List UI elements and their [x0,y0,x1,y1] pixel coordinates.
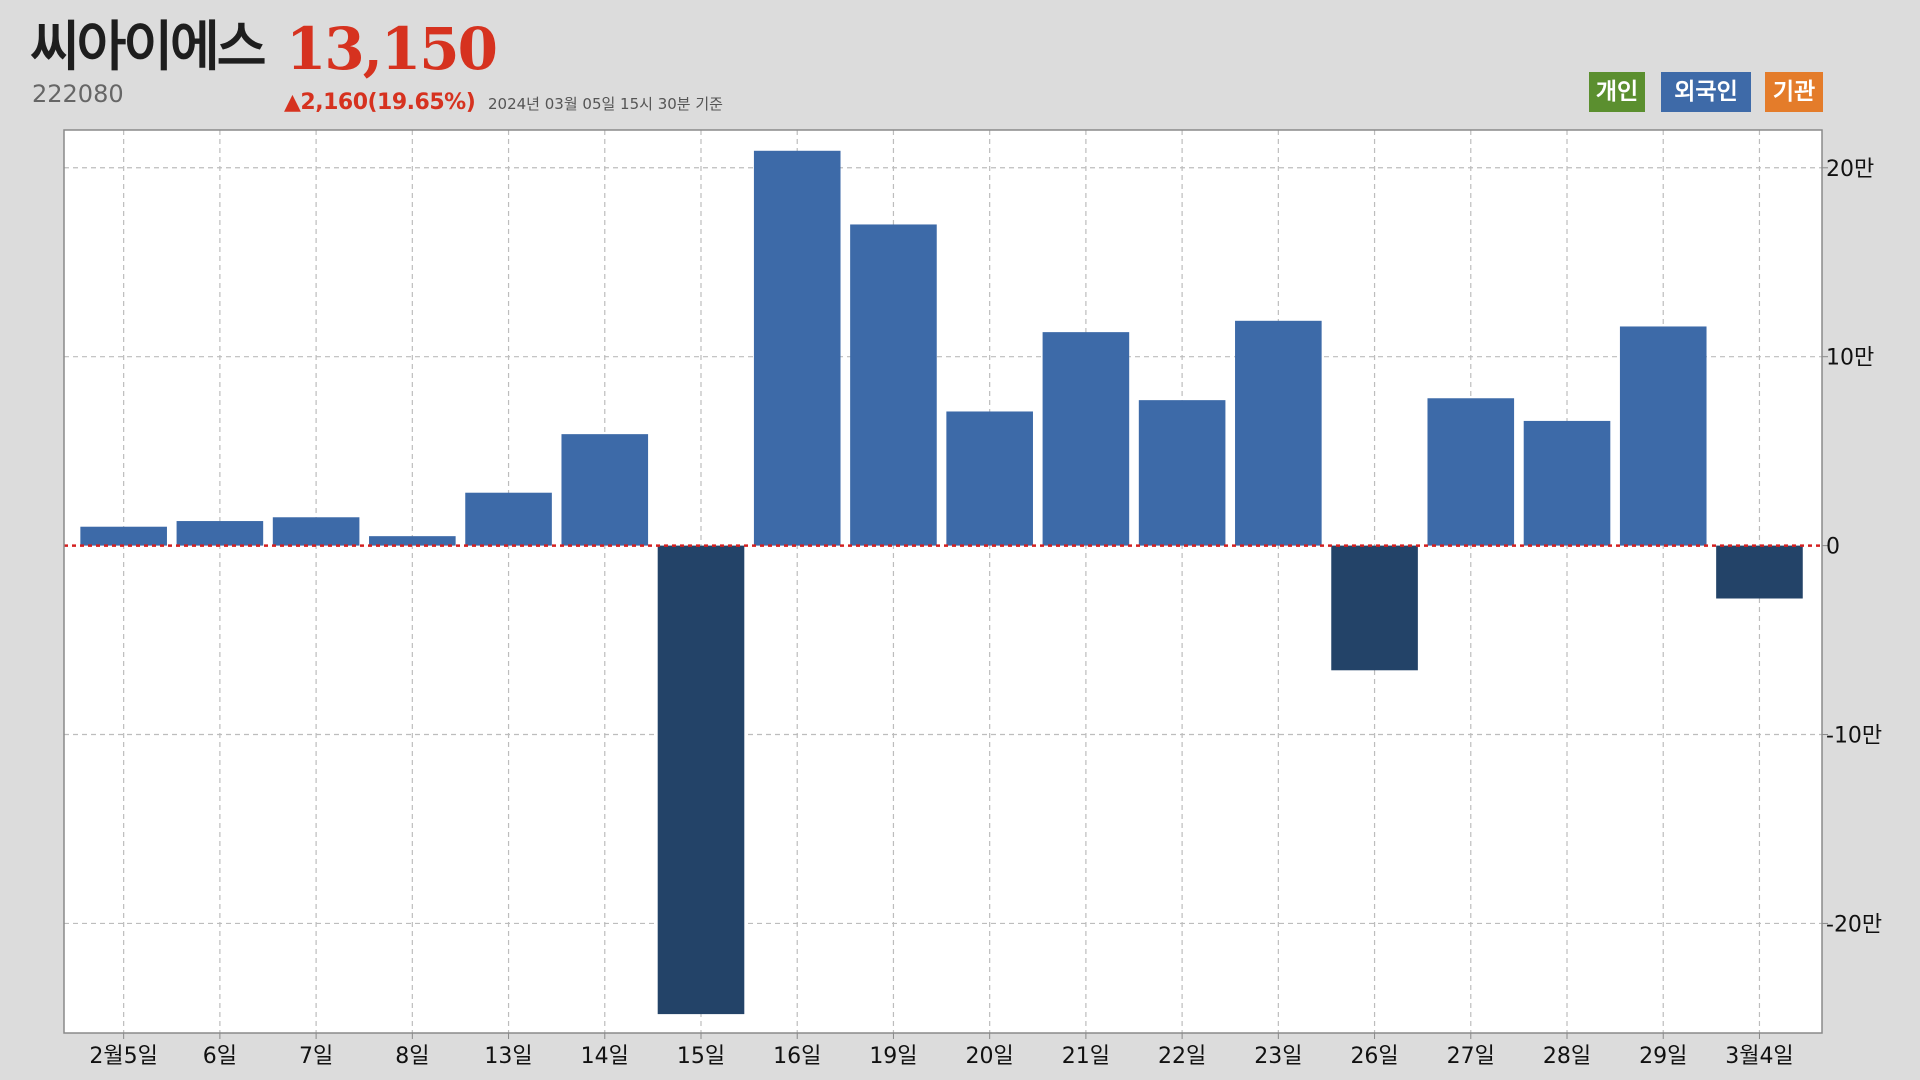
x-tick-label: 23일 [1254,1044,1302,1069]
x-tick-label: 22일 [1158,1044,1206,1069]
x-tick-label: 28일 [1543,1044,1591,1069]
stock-price: 13,150 [286,15,498,83]
plot-border [63,129,1823,1034]
y-tick-label: 0 [1826,535,1840,560]
x-tick-label: 7일 [299,1044,333,1069]
header: 씨아이에스 13,150 222080 ▲2,160(19.65%) 2024년… [0,0,1920,128]
bar [657,545,745,1015]
legend-item-individual[interactable]: 개인 [1589,72,1645,112]
bar [80,526,167,546]
y-tick-label: -20만 [1826,912,1882,937]
legend-item-institution[interactable]: 기관 [1765,72,1823,112]
x-tick-label: 14일 [581,1044,629,1069]
y-tick-label: 10만 [1826,346,1874,371]
bar [1427,398,1515,546]
bar [850,224,937,546]
bar [465,492,552,546]
x-tick-label: 6일 [203,1044,237,1069]
x-tick-label: 3월4일 [1725,1044,1793,1069]
bar [753,150,841,546]
bar [272,517,360,546]
bar [1523,420,1611,546]
y-tick-label: 20만 [1826,157,1874,182]
stock-change: ▲2,160(19.65%) [284,90,476,115]
bar [1138,400,1226,546]
x-tick-label: 29일 [1639,1044,1687,1069]
stock-code: 222080 [32,80,124,108]
x-tick-label: 20일 [966,1044,1014,1069]
x-tick-label: 26일 [1350,1044,1398,1069]
legend-item-foreign[interactable]: 외국인 [1661,72,1751,112]
x-tick-label: 21일 [1062,1044,1110,1069]
bar [561,434,649,546]
bar [946,411,1033,546]
bar [1042,332,1130,546]
stock-timestamp: 2024년 03월 05일 15시 30분 기준 [488,95,723,113]
x-tick-label: 13일 [484,1044,532,1069]
x-tick-label: 8일 [395,1044,429,1069]
x-tick-label: 16일 [773,1044,821,1069]
plot-area [64,130,1822,1033]
x-tick-label: 27일 [1447,1044,1495,1069]
bar [1716,545,1803,599]
chart-legend: 개인 외국인 기관 [1589,72,1823,112]
x-tick-label: 19일 [869,1044,917,1069]
bar [1331,545,1418,671]
bar [1619,326,1707,546]
bar [176,521,264,546]
stock-name: 씨아이에스 [30,15,266,78]
bar [369,536,456,546]
x-tick-label: 2월5일 [89,1044,157,1069]
bar [1235,320,1322,546]
y-tick-label: -10만 [1826,724,1882,749]
x-tick-label: 15일 [677,1044,725,1069]
